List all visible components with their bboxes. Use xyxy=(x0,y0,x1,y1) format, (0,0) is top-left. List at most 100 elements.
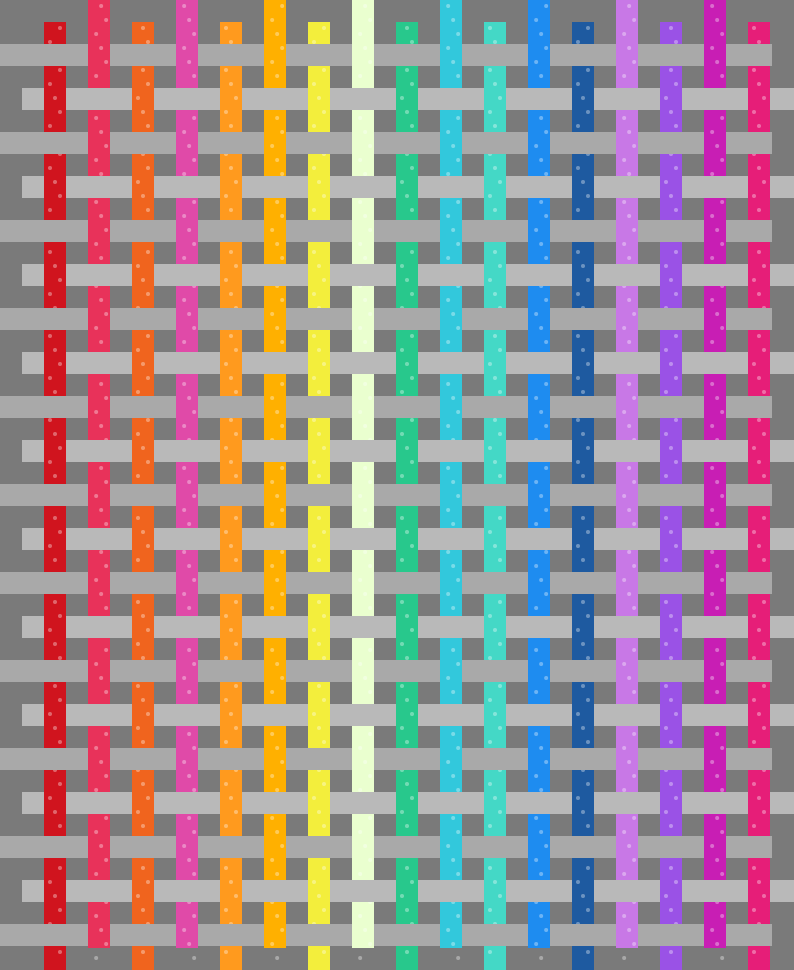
fabric-dot xyxy=(400,180,404,184)
weft-crossing xyxy=(616,792,638,814)
fabric-dot xyxy=(710,340,715,344)
fabric-dot xyxy=(322,656,326,660)
fabric-dot xyxy=(53,474,57,478)
fabric-dot xyxy=(99,256,104,260)
fabric-dot xyxy=(488,362,492,366)
fabric-dot xyxy=(312,208,316,212)
weft-crossing xyxy=(440,352,462,374)
weft-crossing xyxy=(88,264,110,286)
weft-crossing xyxy=(352,176,374,198)
fabric-dot xyxy=(234,264,238,268)
fabric-dot xyxy=(94,116,99,120)
fabric-dot xyxy=(446,298,451,302)
fabric-dot xyxy=(586,362,590,366)
fabric-dot xyxy=(451,480,456,484)
weft-crossing xyxy=(528,352,550,374)
fabric-dot xyxy=(58,194,62,198)
fabric-dot xyxy=(720,242,725,246)
weft-crossing xyxy=(220,308,242,330)
fabric-dot xyxy=(576,628,580,632)
fabric-dot xyxy=(53,516,57,520)
fabric-dot xyxy=(363,298,368,302)
weft-crossing xyxy=(572,308,594,330)
fabric-dot xyxy=(192,914,197,918)
fabric-dot xyxy=(581,600,585,604)
weft-crossing xyxy=(572,660,594,682)
fabric-dot xyxy=(539,158,544,162)
weft-crossing xyxy=(440,880,462,902)
weft-crossing xyxy=(132,748,154,770)
weft-crossing xyxy=(660,836,682,858)
fabric-dot xyxy=(234,96,238,100)
fabric-dot xyxy=(456,74,461,78)
fabric-dot xyxy=(632,60,637,64)
weft-crossing xyxy=(704,528,726,550)
fabric-dot xyxy=(405,278,409,282)
fabric-dot xyxy=(317,96,321,100)
fabric-dot xyxy=(400,474,404,478)
fabric-dot xyxy=(586,656,590,660)
fabric-dot xyxy=(99,424,104,428)
fabric-dot xyxy=(664,894,668,898)
fabric-dot xyxy=(187,564,192,568)
fabric-dot xyxy=(58,362,62,366)
fabric-dot xyxy=(358,914,363,918)
fabric-dot xyxy=(715,732,720,736)
fabric-dot xyxy=(182,256,187,260)
fabric-dot xyxy=(456,956,461,960)
weft-crossing xyxy=(396,748,418,770)
fabric-dot xyxy=(317,642,321,646)
fabric-dot xyxy=(405,824,409,828)
fabric-dot xyxy=(136,600,140,604)
fabric-dot xyxy=(674,166,678,170)
weft-crossing xyxy=(440,88,462,110)
weft-crossing xyxy=(264,88,286,110)
fabric-dot xyxy=(720,32,725,36)
fabric-dot xyxy=(229,376,233,380)
fabric-dot xyxy=(627,172,632,176)
fabric-dot xyxy=(451,942,456,946)
weft-crossing xyxy=(528,440,550,462)
fabric-dot xyxy=(669,740,673,744)
fabric-dot xyxy=(368,522,373,526)
fabric-dot xyxy=(762,390,766,394)
fabric-dot xyxy=(720,746,725,750)
fabric-dot xyxy=(141,26,145,30)
weft-crossing xyxy=(484,484,506,506)
weft-crossing xyxy=(396,44,418,66)
weft-crossing xyxy=(220,836,242,858)
fabric-dot xyxy=(627,130,632,134)
weft-crossing xyxy=(704,792,726,814)
weft-crossing xyxy=(572,748,594,770)
fabric-dot xyxy=(48,418,52,422)
fabric-dot xyxy=(498,474,502,478)
fabric-dot xyxy=(275,242,280,246)
fabric-dot xyxy=(451,816,456,820)
fabric-dot xyxy=(674,40,678,44)
fabric-dot xyxy=(363,340,368,344)
fabric-dot xyxy=(317,558,321,562)
fabric-dot xyxy=(446,382,451,386)
fabric-dot xyxy=(234,684,238,688)
fabric-dot xyxy=(141,194,145,198)
fabric-dot xyxy=(358,74,363,78)
fabric-dot xyxy=(622,116,627,120)
fabric-dot xyxy=(632,732,637,736)
fabric-dot xyxy=(229,712,233,716)
fabric-dot xyxy=(446,256,451,260)
fabric-dot xyxy=(192,158,197,162)
fabric-dot xyxy=(757,208,761,212)
weft-crossing xyxy=(484,924,506,946)
fabric-dot xyxy=(446,214,451,218)
fabric-dot xyxy=(498,516,502,520)
fabric-dot xyxy=(762,96,766,100)
fabric-dot xyxy=(136,390,140,394)
fabric-dot xyxy=(275,158,280,162)
fabric-dot xyxy=(146,544,150,548)
weft-crossing xyxy=(748,484,770,506)
fabric-dot xyxy=(715,60,720,64)
fabric-dot xyxy=(488,908,492,912)
fabric-dot xyxy=(586,824,590,828)
fabric-dot xyxy=(141,908,145,912)
fabric-dot xyxy=(322,446,326,450)
